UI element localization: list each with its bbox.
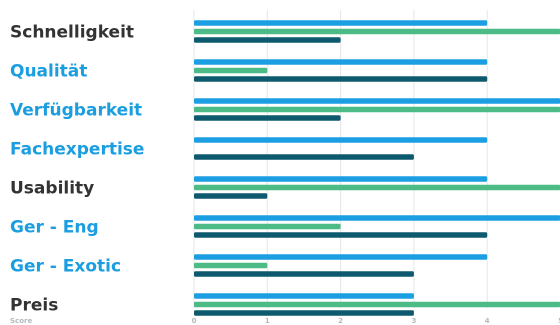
- category-label: Schnelligkeit: [10, 23, 134, 43]
- bar: [194, 67, 268, 74]
- bar: [194, 262, 268, 269]
- bar: [194, 76, 488, 82]
- x-tick-label: 4: [485, 317, 490, 325]
- category-label: Qualität: [10, 62, 87, 82]
- category-label: Ger - Eng: [10, 218, 99, 238]
- bar: [194, 223, 341, 230]
- x-tick-label: 2: [338, 317, 343, 325]
- bar: [194, 310, 414, 316]
- x-tick-label: 3: [411, 317, 416, 325]
- bar: [194, 137, 488, 143]
- category-label: Fachexpertise: [10, 140, 144, 160]
- bar: [194, 254, 488, 260]
- bar: [194, 98, 560, 104]
- bar: [194, 232, 488, 238]
- category-label: Preis: [10, 296, 58, 316]
- x-axis-title: Score: [10, 317, 32, 325]
- bar: [194, 215, 560, 221]
- bar-group: [194, 20, 560, 316]
- category-label: Verfügbarkeit: [10, 101, 142, 121]
- bar: [194, 20, 488, 26]
- x-tick-label: 5: [558, 317, 560, 325]
- bar: [194, 106, 560, 113]
- x-tick-label: 0: [192, 317, 197, 325]
- bar: [194, 301, 560, 308]
- category-label: Usability: [10, 179, 94, 199]
- bar: [194, 59, 488, 65]
- bar: [194, 154, 414, 160]
- x-tick-label: 1: [265, 317, 270, 325]
- bar: [194, 115, 341, 121]
- category-labels: Schnelligkeit Qualität Verfügbarkeit Fachex…: [10, 23, 144, 316]
- category-label: Ger - Exotic: [10, 257, 121, 277]
- bar: [194, 37, 341, 43]
- bar: [194, 28, 560, 35]
- bar: [194, 176, 488, 182]
- bar: [194, 193, 268, 199]
- bar: [194, 293, 414, 299]
- bar: [194, 271, 414, 277]
- bar: [194, 184, 560, 191]
- x-tick-labels: 0 1 2 3 4 5: [192, 317, 560, 325]
